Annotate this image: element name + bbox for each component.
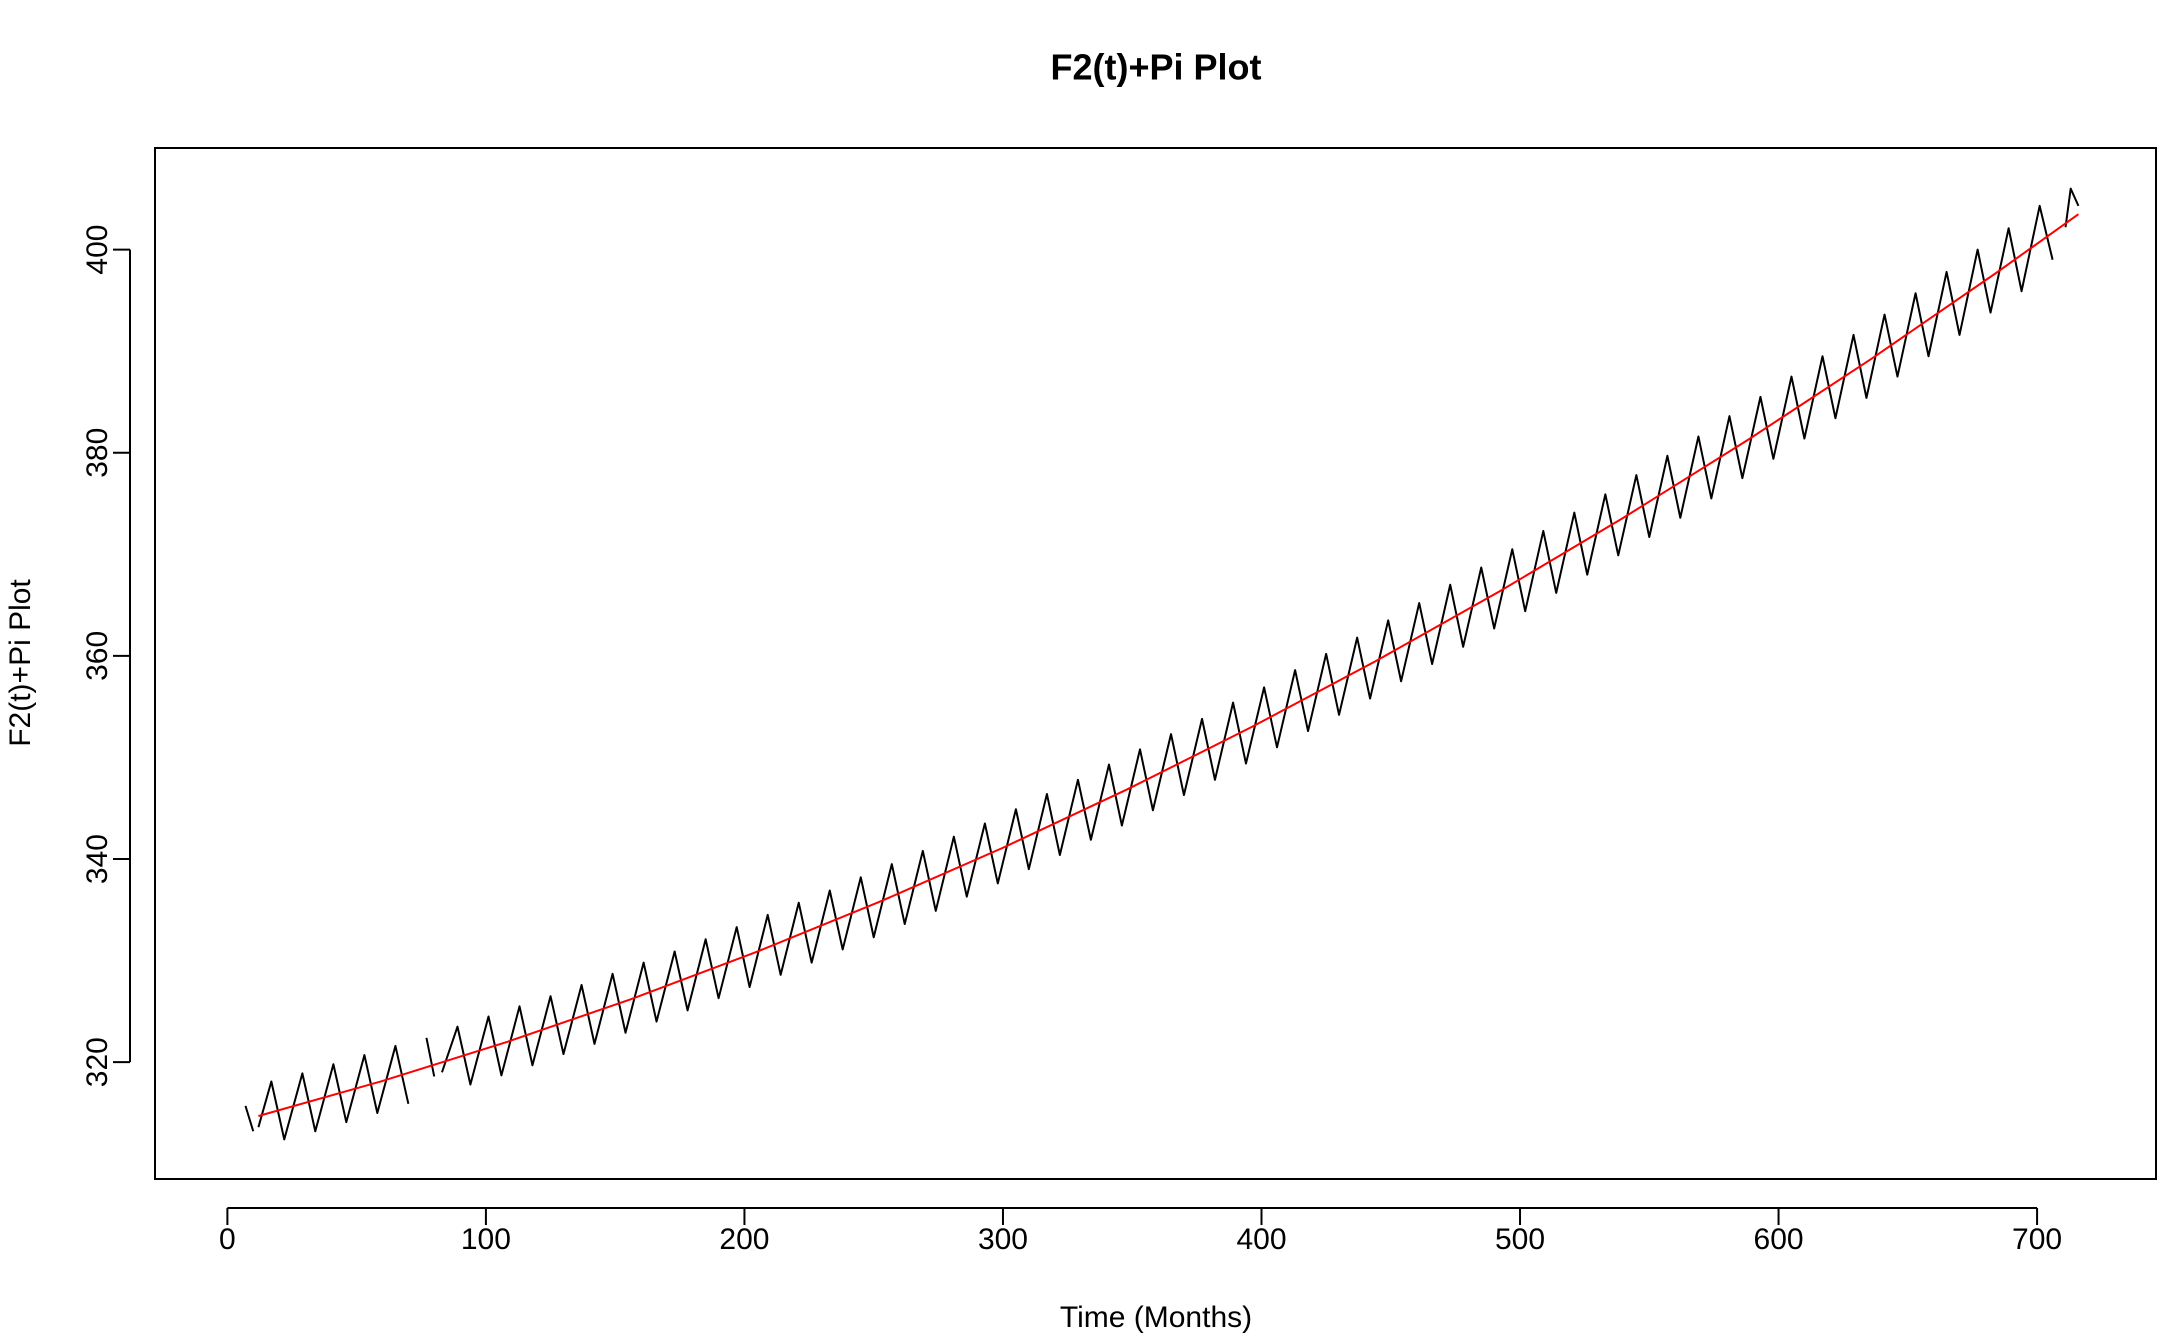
y-tick-label: 340 [81,834,114,884]
x-tick-label: 400 [1236,1223,1286,1256]
x-tick-label: 700 [2012,1223,2062,1256]
plot-frame [154,147,2157,1180]
x-tick-label: 100 [461,1223,511,1256]
y-tick-label: 360 [81,631,114,681]
x-axis-title: Time (Months) [1060,1301,1252,1334]
x-tick-label: 0 [219,1223,236,1256]
data-line [244,187,2080,1141]
x-tick-label: 500 [1495,1223,1545,1256]
x-tick-label: 200 [719,1223,769,1256]
y-tick-label: 320 [81,1037,114,1087]
data-line [258,213,2080,1117]
chart-title: F2(t)+Pi Plot [1050,47,1261,88]
x-tick-label: 300 [978,1223,1028,1256]
x-tick-label: 600 [1754,1223,1804,1256]
y-axis-title: F2(t)+Pi Plot [4,579,37,747]
y-tick-label: 380 [81,428,114,478]
y-tick-label: 400 [81,225,114,275]
